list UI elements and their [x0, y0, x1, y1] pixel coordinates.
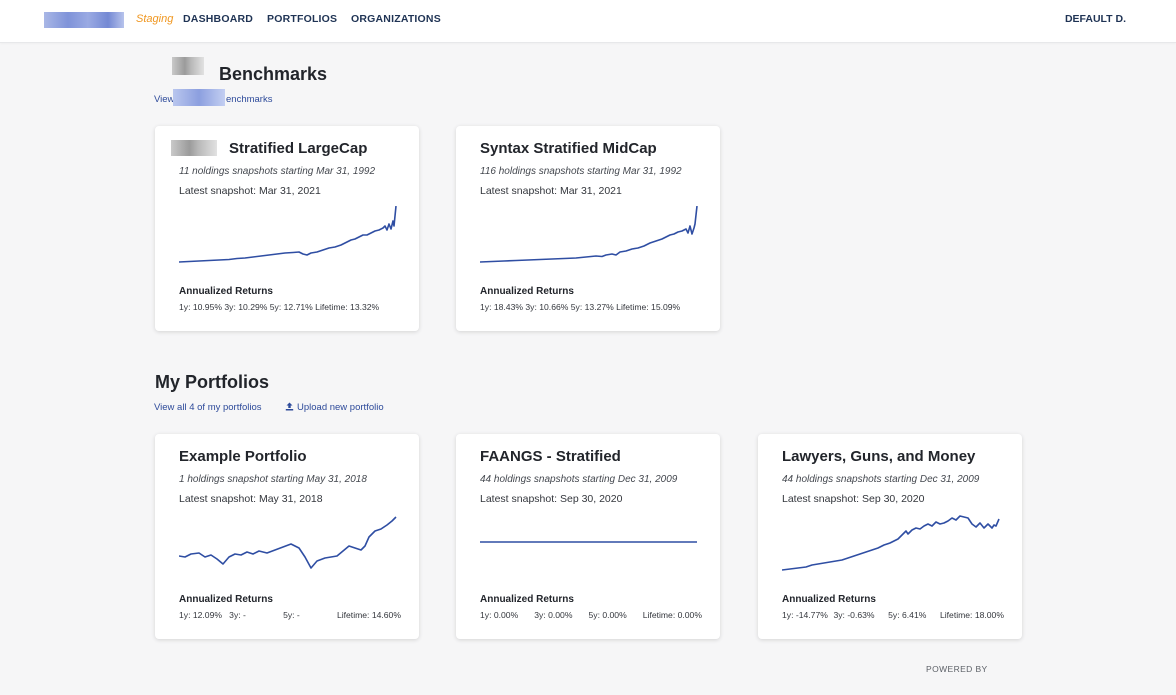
annualized-returns-label: Annualized Returns — [480, 286, 574, 297]
user-menu[interactable]: DEFAULT D. — [1064, 13, 1126, 25]
benchmark-card[interactable]: Stratified LargeCap 11 noldings snapshot… — [155, 126, 419, 331]
card-title: Stratified LargeCap — [229, 140, 368, 157]
annualized-returns-values: 1y: 10.95% 3y: 10.29% 5y: 12.71% Lifetim… — [179, 302, 380, 312]
upload-portfolio-link[interactable]: Upload new portfolio — [285, 402, 384, 413]
performance-sparkline — [480, 541, 697, 543]
card-latest-snapshot: Latest snapshot: Mar 31, 2021 — [179, 185, 321, 197]
annualized-returns-label: Annualized Returns — [179, 286, 273, 297]
annualized-returns-label: Annualized Returns — [480, 594, 574, 605]
card-subtitle: 11 noldings snapshots starting Mar 31, 1… — [179, 166, 376, 177]
performance-sparkline — [782, 515, 1000, 571]
nav-portfolios[interactable]: PORTFOLIOS — [267, 13, 338, 25]
nav-organizations[interactable]: ORGANIZATIONS — [351, 13, 441, 25]
card-title: Example Portfolio — [179, 448, 307, 465]
performance-sparkline — [480, 206, 698, 263]
nav-dashboard[interactable]: DASHBOARD — [183, 13, 254, 25]
card-latest-snapshot: Latest snapshot: Mar 31, 2021 — [480, 185, 622, 197]
card-latest-snapshot: Latest snapshot: May 31, 2018 — [179, 493, 323, 505]
card-subtitle: 44 holdings snapshots starting Dec 31, 2… — [480, 474, 678, 485]
redacted-title-prefix — [172, 57, 204, 75]
portfolios-section-title: My Portfolios — [155, 372, 270, 392]
environment-label: Staging — [136, 13, 174, 25]
card-latest-snapshot: Latest snapshot: Sep 30, 2020 — [782, 493, 925, 505]
view-benchmarks-link-end[interactable]: enchmarks — [226, 94, 273, 105]
card-title: FAANGS - Stratified — [480, 448, 621, 465]
powered-by-label: POWERED BY — [926, 664, 988, 674]
redacted-title-prefix — [171, 140, 217, 156]
annualized-returns-values: 1y: -14.77% 3y: -0.63% 5y: 6.41% Lifetime: … — [782, 610, 1004, 620]
benchmark-card[interactable]: Syntax Stratified MidCap 116 holdings sn… — [456, 126, 720, 331]
performance-sparkline — [179, 206, 397, 263]
card-title: Lawyers, Guns, and Money — [782, 448, 976, 465]
annualized-returns-values: 1y: 0.00% 3y: 0.00% 5y: 0.00% Lifetime: 0.0… — [480, 610, 702, 620]
annualized-returns-label: Annualized Returns — [179, 594, 273, 605]
view-all-portfolios-link[interactable]: View all 4 of my portfolios — [154, 402, 262, 413]
annualized-returns-values: 1y: 18.43% 3y: 10.66% 5y: 13.27% Lifetim… — [480, 302, 681, 312]
view-benchmarks-link-start[interactable]: View — [154, 94, 175, 105]
benchmarks-section-title: Benchmarks — [219, 64, 328, 84]
app-logo[interactable] — [44, 12, 124, 28]
card-title: Syntax Stratified MidCap — [480, 140, 657, 157]
portfolio-card[interactable]: FAANGS - Stratified 44 holdings snapshot… — [456, 434, 720, 639]
card-subtitle: 44 holdings snapshots starting Dec 31, 2… — [782, 474, 980, 485]
upload-icon — [285, 402, 294, 411]
card-latest-snapshot: Latest snapshot: Sep 30, 2020 — [480, 493, 623, 505]
annualized-returns-label: Annualized Returns — [782, 594, 876, 605]
redacted-link-text — [173, 89, 225, 106]
portfolio-card[interactable]: Lawyers, Guns, and Money 44 holdings sna… — [758, 434, 1022, 639]
card-subtitle: 1 holdings snapshot starting May 31, 201… — [179, 474, 367, 485]
annualized-returns-values: 1y: 12.09% 3y: -5y: - Lifetime: 14.60% — [179, 610, 401, 620]
portfolio-card[interactable]: Example Portfolio 1 holdings snapshot st… — [155, 434, 419, 639]
performance-sparkline — [179, 516, 397, 569]
top-nav-bar: Staging DASHBOARD PORTFOLIOS ORGANIZATIO… — [0, 0, 1176, 43]
card-subtitle: 116 holdings snapshots starting Mar 31, … — [480, 166, 682, 177]
